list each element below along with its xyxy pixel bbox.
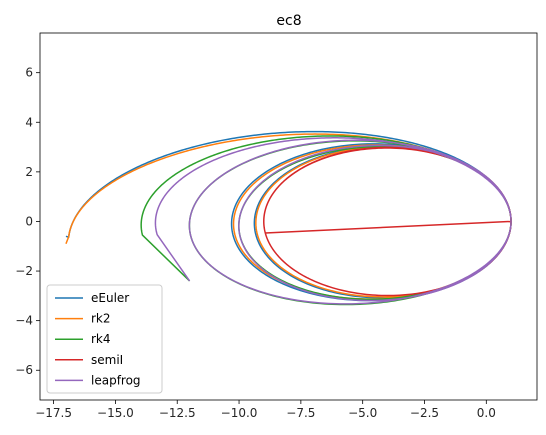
y-tick-label: 2 (25, 165, 33, 179)
y-tick-label: −6 (15, 363, 33, 377)
plot-area (65, 130, 512, 306)
series-line-leapfrog (154, 137, 512, 305)
legend-label: eEuler (91, 291, 129, 305)
legend-label: rk2 (91, 312, 111, 326)
legend: eEuler rk2 rk4 semiI leapfrog (46, 284, 163, 394)
x-axis: −17.5 −15.0 −12.5 −10.0 −7.5 −5.0 −2.5 0.0 (35, 400, 496, 420)
x-tick-label: −15.0 (97, 406, 134, 420)
y-tick-label: 4 (25, 115, 33, 129)
y-axis: −6 −4 −2 0 2 4 6 (15, 66, 40, 377)
y-tick-label: 6 (25, 66, 33, 80)
series-line-rk2 (65, 133, 512, 300)
legend-label: rk4 (91, 332, 111, 346)
chart-title: ec8 (276, 13, 301, 29)
series-line-eEuler (65, 130, 512, 302)
x-tick-label: −7.5 (286, 406, 315, 420)
legend-box (46, 284, 163, 394)
x-tick-label: 0.0 (477, 406, 496, 420)
x-tick-label: −10.0 (221, 406, 258, 420)
legend-label: leapfrog (91, 373, 141, 387)
y-tick-label: −2 (15, 264, 33, 278)
axes-frame (39, 32, 538, 401)
y-tick-label: −4 (15, 314, 33, 328)
x-tick-label: −2.5 (410, 406, 439, 420)
x-tick-label: −5.0 (348, 406, 377, 420)
x-tick-label: −12.5 (159, 406, 196, 420)
legend-label: semiI (91, 353, 123, 367)
x-tick-label: −17.5 (35, 406, 72, 420)
y-tick-label: 0 (25, 214, 33, 228)
